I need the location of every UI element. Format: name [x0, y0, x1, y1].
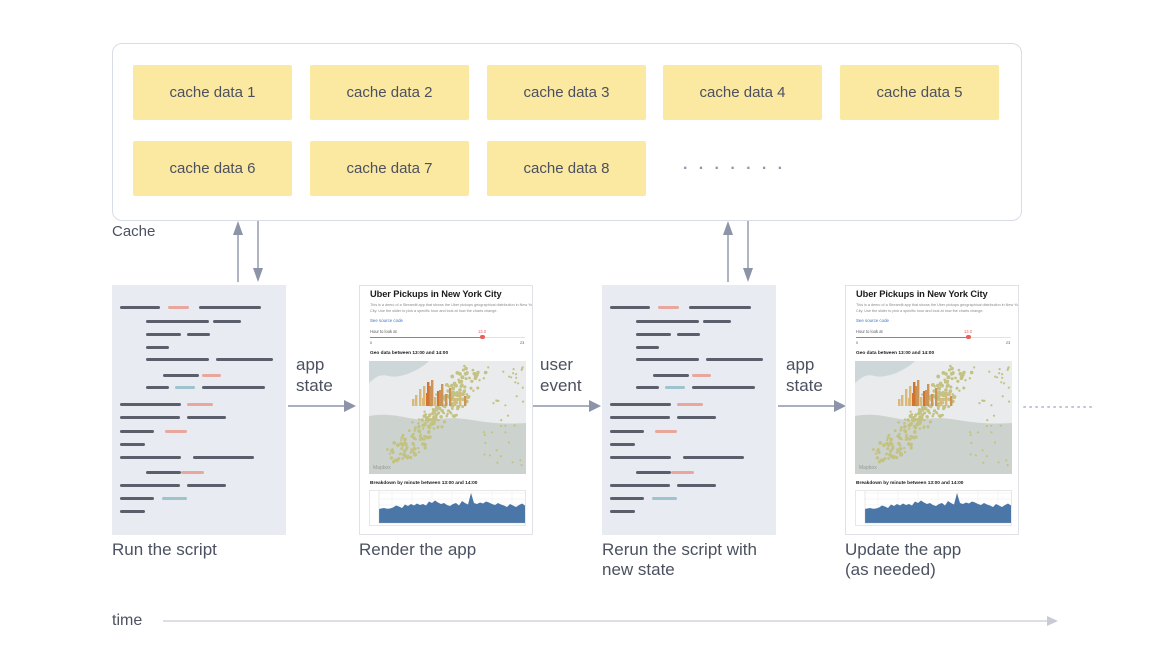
svg-text:Mapbox: Mapbox: [859, 465, 877, 471]
svg-text:Mapbox: Mapbox: [373, 465, 391, 471]
